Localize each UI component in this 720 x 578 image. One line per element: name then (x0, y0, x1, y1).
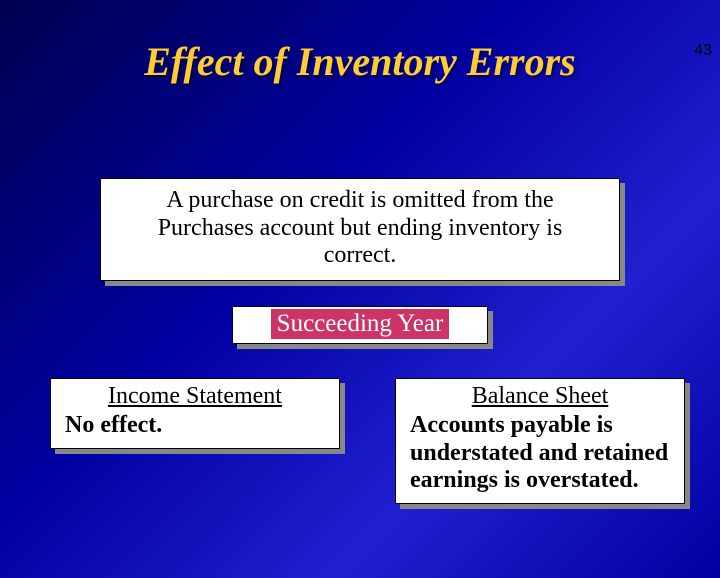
succeeding-year-label: Succeeding Year (271, 309, 450, 339)
balance-sheet-box: Balance Sheet Accounts payable is unders… (395, 378, 685, 504)
income-statement-box: Income Statement No effect. (50, 378, 340, 449)
balance-sheet-body: Accounts payable is understated and reta… (410, 412, 670, 495)
page-number: 43 (694, 42, 712, 60)
slide-title: Effect of Inventory Errors (0, 38, 720, 85)
succeeding-year-box: Succeeding Year (232, 306, 488, 344)
balance-sheet-heading: Balance Sheet (410, 383, 670, 410)
scenario-text: A purchase on credit is omitted from the… (121, 187, 599, 270)
income-statement-body: No effect. (65, 412, 325, 440)
scenario-box: A purchase on credit is omitted from the… (100, 178, 620, 281)
income-statement-heading: Income Statement (65, 383, 325, 410)
